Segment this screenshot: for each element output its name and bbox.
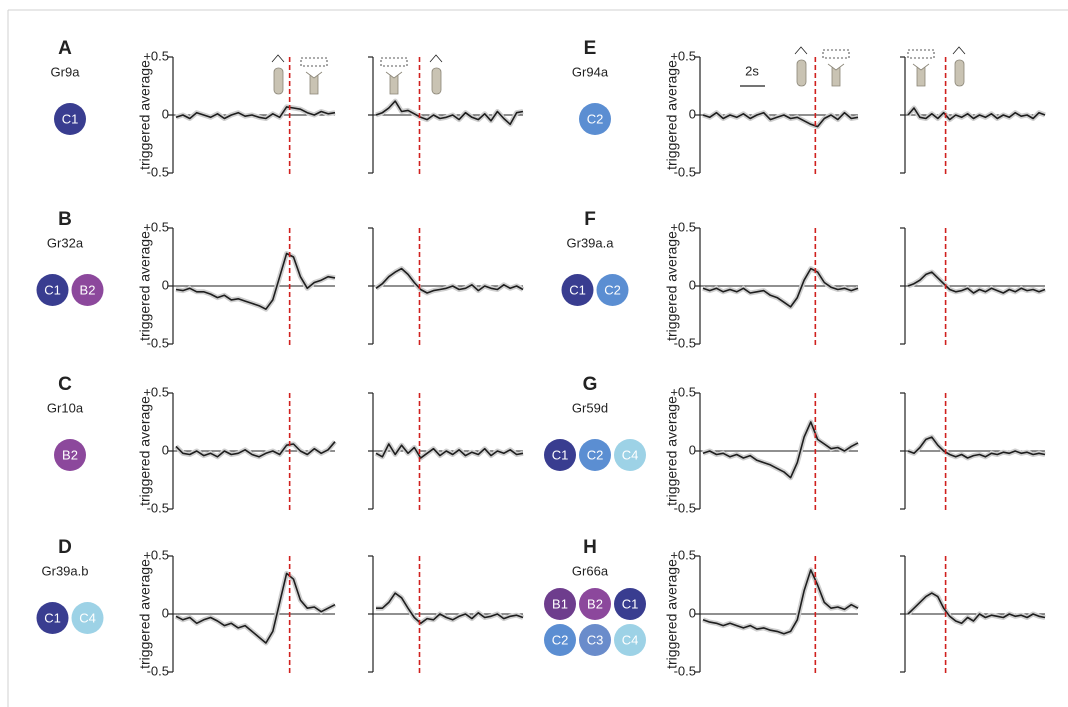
neuron-label: B2 — [80, 282, 96, 297]
y-tick-label: 0 — [689, 605, 696, 620]
sem-band — [176, 254, 335, 310]
neuron-label: C2 — [604, 282, 621, 297]
neuron-label: C2 — [587, 111, 604, 126]
larva-icon — [432, 68, 441, 94]
gene-label: Gr59d — [572, 400, 608, 415]
panel-letter: C — [58, 374, 72, 395]
y-tick-label: 0 — [689, 442, 696, 457]
y-tick-label: 0 — [162, 277, 169, 292]
gene-label: Gr66a — [572, 563, 609, 578]
y-axis-label: triggered average — [137, 396, 153, 506]
sem-band — [376, 269, 523, 293]
y-axis-label: triggered average — [137, 60, 153, 170]
gene-label: Gr32a — [47, 235, 84, 250]
neuron-label: C1 — [62, 111, 79, 126]
gene-label: Gr10a — [47, 400, 84, 415]
gene-label: Gr39a.b — [42, 563, 89, 578]
arrow-icon — [301, 58, 327, 66]
scale-bar-label: 2s — [745, 63, 759, 78]
neuron-label: C1 — [622, 596, 639, 611]
neuron-label: B2 — [62, 447, 78, 462]
sem-band — [176, 442, 335, 457]
y-tick-label: 0 — [689, 277, 696, 292]
y-axis-label: triggered average — [664, 60, 680, 170]
panel-letter: A — [58, 38, 72, 59]
panel-letter: E — [584, 38, 597, 59]
larva-y-icon — [306, 72, 322, 94]
arrow-icon — [953, 47, 965, 54]
larva-icons — [272, 47, 965, 94]
y-axis-label: triggered average — [664, 231, 680, 341]
neuron-label: C3 — [587, 632, 604, 647]
y-tick-label: 0 — [162, 442, 169, 457]
arrow-icon — [795, 47, 807, 54]
neuron-label: C1 — [44, 282, 61, 297]
neuron-label: C4 — [79, 610, 96, 625]
sem-band — [703, 113, 858, 127]
panel-letter: H — [583, 537, 597, 558]
neuron-label: C4 — [622, 632, 639, 647]
larva-y-icon — [913, 64, 929, 86]
sem-band — [908, 108, 1045, 120]
larva-y-icon — [386, 72, 402, 94]
y-axis-label: triggered average — [664, 396, 680, 506]
neuron-label: C1 — [569, 282, 586, 297]
larva-icon — [797, 60, 806, 86]
y-axis-label: triggered average — [664, 559, 680, 669]
panel-letter: B — [58, 209, 72, 230]
larva-icon — [955, 60, 964, 86]
larva-icon — [274, 68, 283, 94]
y-axis-label: triggered average — [137, 559, 153, 669]
sem-band — [908, 593, 1045, 623]
neuron-label: C1 — [44, 610, 61, 625]
larva-y-icon — [828, 64, 844, 86]
neuron-label: B2 — [587, 596, 603, 611]
arrow-icon — [823, 50, 849, 58]
gene-label: Gr94a — [572, 64, 609, 79]
y-tick-label: 0 — [689, 106, 696, 121]
neuron-label: C2 — [587, 447, 604, 462]
panel-letter: G — [583, 374, 598, 395]
panel-letter: D — [58, 537, 72, 558]
y-tick-label: 0 — [162, 605, 169, 620]
gene-label: Gr9a — [51, 64, 81, 79]
arrow-icon — [430, 55, 442, 62]
arrow-icon — [272, 55, 284, 62]
arrow-icon — [908, 50, 934, 58]
panel-letter: F — [584, 209, 596, 230]
neuron-label: C2 — [552, 632, 569, 647]
trace — [703, 570, 858, 634]
neuron-label: B1 — [552, 596, 568, 611]
gene-label: Gr39a.a — [567, 235, 615, 250]
trace — [176, 254, 335, 310]
neuron-label: C1 — [552, 447, 569, 462]
arrow-icon — [381, 58, 407, 66]
y-axis-label: triggered average — [137, 231, 153, 341]
neuron-label: C4 — [622, 447, 639, 462]
figure: AGr9aC1+0.50-0.5triggered averageBGr32aC… — [0, 0, 1068, 707]
y-tick-label: 0 — [162, 106, 169, 121]
